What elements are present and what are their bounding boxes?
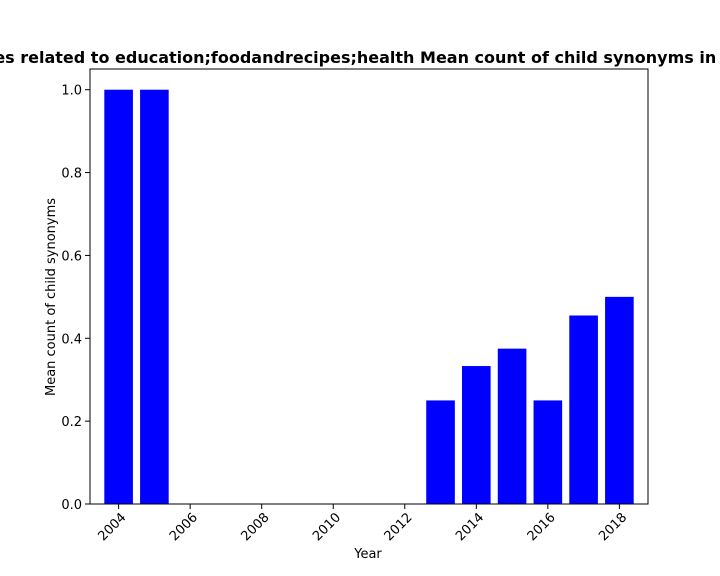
bar-2017	[569, 315, 598, 504]
x-tick-label: 2018	[596, 510, 630, 544]
x-tick-label: 2014	[453, 510, 487, 544]
x-tick-label: 2004	[95, 510, 129, 544]
plot-area-frame	[89, 68, 649, 505]
x-tick-label: 2008	[239, 510, 273, 544]
y-tick-label: 1.0	[61, 84, 82, 99]
y-axis: 0.0 0.2 0.4 0.6 0.8 1.0	[61, 84, 90, 513]
y-axis-label: Mean count of child synonyms	[44, 198, 59, 396]
x-tick-label: 2016	[525, 510, 559, 544]
y-tick-label: 0.4	[61, 332, 82, 347]
bar-2014	[462, 366, 491, 504]
y-tick-label: 0.2	[61, 415, 82, 430]
x-tick-label: 2010	[310, 510, 344, 544]
bar-2013	[426, 400, 455, 504]
bar-2015	[497, 348, 527, 504]
bar-2005	[140, 89, 169, 504]
chart-title: Sites related to education;foodandrecipe…	[0, 48, 720, 67]
x-tick-label: 2006	[167, 510, 201, 544]
y-tick-label: 0.8	[61, 167, 82, 182]
x-axis-label: Year	[353, 547, 382, 562]
y-tick-label: 0.0	[61, 498, 82, 513]
x-axis: 2004 2006 2008 2010 2012 2014 2016 2018	[95, 504, 630, 544]
y-tick-label: 0.6	[61, 249, 82, 264]
x-tick-label: 2012	[382, 510, 416, 544]
bars-group	[104, 89, 634, 504]
bar-2018	[605, 296, 634, 504]
bar-2016	[533, 400, 563, 504]
bar-2004	[104, 89, 133, 504]
